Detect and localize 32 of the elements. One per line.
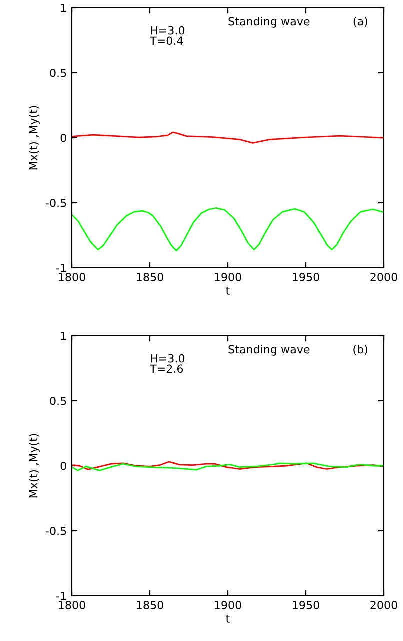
y-tick-label: 0 <box>60 462 66 470</box>
annotation: Standing wave <box>228 17 310 28</box>
x-tick-label: 1950 <box>293 273 320 282</box>
x-tick-label: 2000 <box>370 273 398 282</box>
y-tick-label: 0.5 <box>50 68 66 78</box>
annotation: (a) <box>354 17 368 28</box>
x-tick-label: 1950 <box>293 601 320 610</box>
y-tick-label: 0.5 <box>50 396 66 406</box>
x-axis-title: t <box>226 615 230 623</box>
x-tick-label: 1850 <box>137 601 164 610</box>
x-tick-label: 1900 <box>215 601 242 610</box>
annotation: Standing wave <box>228 345 310 356</box>
x-tick-label: 1800 <box>59 601 86 610</box>
y-axis-title: Mx(t) ,My(t) <box>29 434 40 498</box>
y-tick-label: 1 <box>61 4 66 12</box>
line-series <box>72 208 384 252</box>
y-axis-title: Mx(t) ,My(t) <box>29 106 40 170</box>
x-axis-title: t <box>226 287 230 295</box>
y-tick-label: 0 <box>60 134 66 142</box>
y-tick-label: -0.5 <box>46 198 66 208</box>
y-tick-label: -1 <box>56 264 66 272</box>
annotation: (b) <box>354 345 368 356</box>
x-tick-label: 1850 <box>137 273 164 282</box>
x-tick-label: 1800 <box>59 273 86 282</box>
y-tick-label: -0.5 <box>46 526 66 536</box>
line-series <box>72 132 384 144</box>
x-tick-label: 1900 <box>215 273 242 282</box>
y-tick-label: 1 <box>61 332 66 340</box>
annotation: H=3.0 T=2.6 <box>150 354 185 374</box>
x-tick-label: 2000 <box>370 601 398 610</box>
annotation: H=3.0 T=0.4 <box>150 26 185 46</box>
y-tick-label: -1 <box>56 592 66 600</box>
